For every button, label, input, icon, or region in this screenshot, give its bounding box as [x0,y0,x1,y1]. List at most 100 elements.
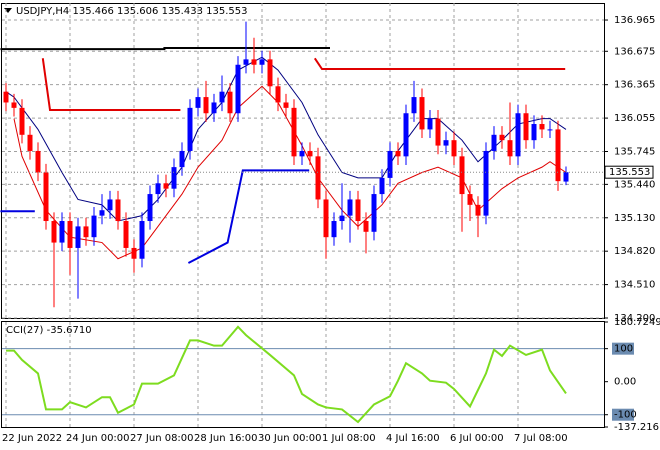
candle-body [195,97,201,108]
candle-body [267,59,273,87]
candle-body [131,247,137,259]
bid-label-box [604,165,654,179]
candle-body [323,199,329,238]
last-close: 135.553 [206,6,247,17]
candle-body [35,150,41,173]
candle-body [427,118,433,130]
cci-title: CCI(27) -35.6710 [6,325,92,336]
candle-body [251,59,257,65]
candle-body [283,102,289,108]
last-open: 135.466 [72,6,113,17]
candle-body [155,183,161,195]
candle-body [91,215,97,238]
y-tick-label: 136.365 [614,80,655,91]
candle-body [523,113,529,141]
x-tick-label: 4 Jul 16:00 [386,433,440,444]
y-tick-label: 136.055 [614,113,655,124]
cci-line [6,325,567,424]
overlay-line [0,47,330,51]
candle-body [27,134,33,151]
candle-body [291,107,297,157]
candle-body [435,118,441,146]
candle-body [555,129,561,182]
overlay-line [41,58,181,112]
symbol: USDJPY,H4 [16,6,69,17]
y-tick-label: 135.745 [614,147,655,158]
candle-body [475,204,481,216]
candle-body [275,86,281,103]
candle-body [539,124,545,130]
candle-body [163,183,169,189]
x-tick-label: 6 Jul 00:00 [450,433,504,444]
y-tick-label: 136.675 [614,46,655,57]
candle-body [203,97,209,114]
y-tick-label: 134.200 [614,313,655,324]
y-tick-label: 0.00 [614,377,636,388]
candle-body [59,221,65,243]
candle-body [99,210,105,216]
candle-body [563,172,569,182]
candle-body [459,156,465,195]
last-low: 135.433 [162,6,203,17]
x-tick-label: 27 Jun 08:00 [130,433,194,444]
x-tick-label: 22 Jun 2022 [2,433,62,444]
candle-body [67,221,73,248]
candle-body [419,97,425,130]
y-tick-label: 134.820 [614,246,655,257]
candle-body [531,124,537,141]
candle-body [3,91,9,103]
candle-body [299,150,305,157]
candle-body [403,113,409,157]
candle-body [379,177,385,195]
candle-body [491,134,497,151]
candle-body [211,102,217,114]
candle-body [139,221,145,259]
candle-body [115,199,121,222]
candle-body [467,194,473,205]
overlay-line [187,169,310,264]
last-high: 135.606 [117,6,158,17]
candle-body [355,199,361,222]
cci-panel-frame [1,321,605,428]
candle-body [171,167,177,189]
x-tick-label: 7 Jul 08:00 [514,433,568,444]
level-label-box [612,342,634,355]
candle-body [43,172,49,222]
y-tick-label: 135.440 [614,179,655,190]
y-tick-label: 136.965 [614,15,655,26]
candle-body [83,226,89,238]
candle-body [387,150,393,178]
candle-body [443,140,449,146]
candle-body [451,140,457,157]
candle-body [547,129,553,131]
candle-body [315,156,321,200]
candle-body [19,107,25,135]
candle-body [243,59,249,65]
candle-body [499,134,505,141]
candle-body [307,150,313,157]
y-tick-label: 134.510 [614,280,655,291]
y-tick-label: 180.7249 [614,317,660,328]
candle-body [51,221,57,243]
candle-body [339,215,345,222]
overlay-line [5,56,567,222]
x-tick-label: 24 Jun 00:00 [66,433,130,444]
candle-body [187,107,193,151]
y-tick-label: -137.2161 [614,422,660,433]
candle-body [347,199,353,216]
candle-body [227,91,233,114]
candle-body [515,113,521,157]
cci-name: CCI(27) [6,325,44,336]
y-tick-label: 100 [614,344,633,355]
candle-body [371,194,377,232]
candle-body [11,102,17,108]
candle-body [179,150,185,168]
candle-body [507,140,513,157]
level-label-box [612,408,634,421]
candle-body [363,221,369,232]
candle-body [235,64,241,114]
candle-body [411,97,417,114]
candle-body [331,221,337,238]
